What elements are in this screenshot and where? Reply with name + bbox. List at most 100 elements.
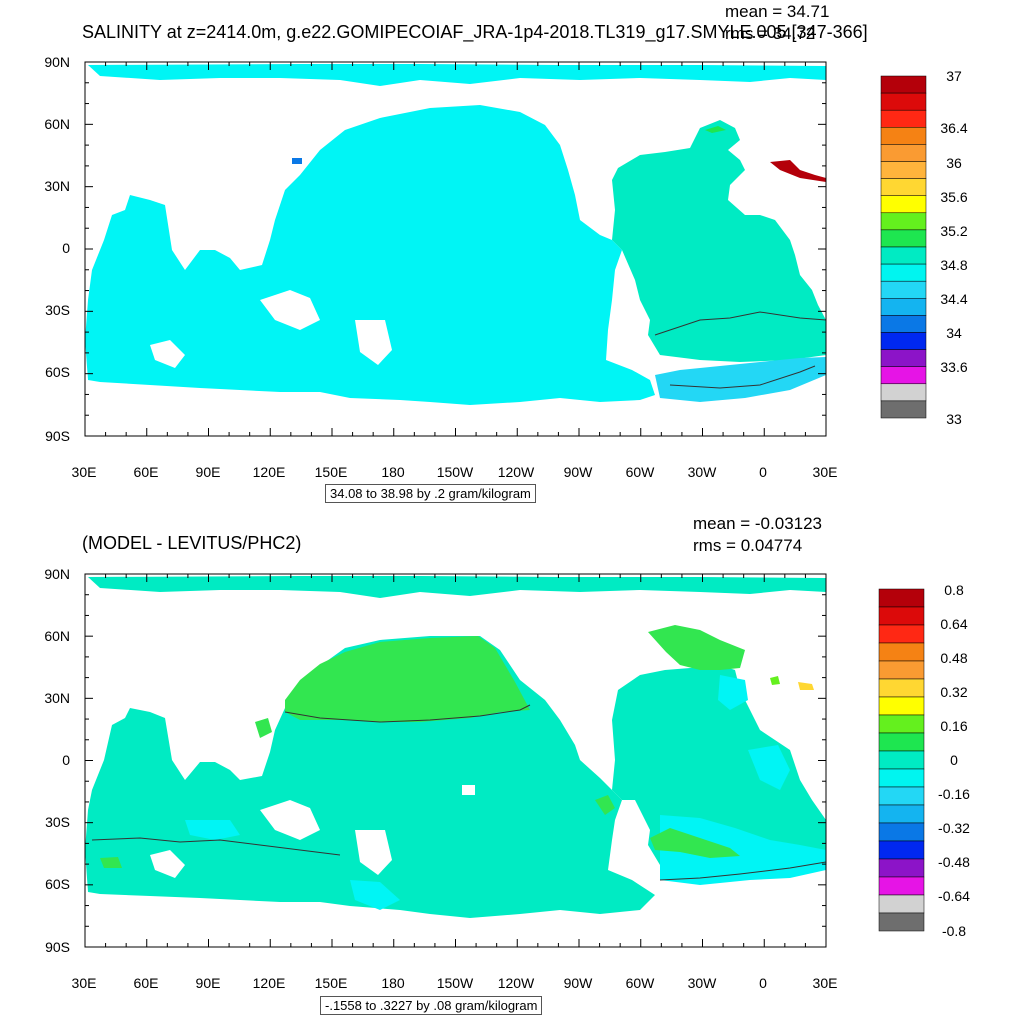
colorbar-swatch <box>878 894 925 914</box>
greenland-green <box>648 625 745 670</box>
p2-lat-30n: 30N <box>44 690 70 706</box>
colorbar-swatch <box>880 212 927 231</box>
p1-lat-60s: 60S <box>45 364 70 380</box>
colorbar-swatch <box>878 876 925 896</box>
p2-lon-11: 0 <box>759 975 767 991</box>
colorbar-swatch <box>878 588 925 608</box>
colorbar-swatch <box>880 109 927 128</box>
colorbar-swatch <box>880 332 927 350</box>
p1-cbar-label: 34.4 <box>940 291 968 307</box>
p2-lat-90n: 90N <box>44 566 70 582</box>
p1-cbar-label: 35.6 <box>940 189 968 205</box>
p2-lon-9: 60W <box>625 975 655 991</box>
p2-cbar-label: 0.64 <box>940 616 968 632</box>
panel-2-title: (MODEL - LEVITUS/PHC2) <box>82 533 302 553</box>
p2-cbar-label: -0.8 <box>941 923 967 939</box>
panel-1-colorbar <box>880 75 927 419</box>
colorbar-swatch <box>880 263 927 282</box>
p1-lat-0: 0 <box>62 240 70 256</box>
ocean-atlantic <box>612 120 826 362</box>
p2-lon-4: 150E <box>314 975 348 991</box>
ocean-south-atlantic-band <box>655 357 826 402</box>
panel-2-contour-info: -.1558 to .3227 by .08 gram/kilogram <box>320 996 543 1015</box>
colorbar-swatch <box>880 315 927 333</box>
colorbar-swatch <box>880 229 927 248</box>
p1-lat-90s: 90S <box>45 428 70 444</box>
colorbar-swatch <box>880 366 927 385</box>
colorbar-swatch <box>878 732 925 752</box>
ocean-diff-arctic <box>88 576 826 598</box>
p2-lon-2: 90E <box>195 975 221 991</box>
p2-lon-6: 150W <box>436 975 474 991</box>
p2-lat-0: 0 <box>62 752 70 768</box>
p1-lon-7: 120W <box>497 464 535 480</box>
p2-lon-1: 60E <box>133 975 159 991</box>
p2-lon-0: 30E <box>71 975 97 991</box>
colorbar-swatch <box>880 75 927 94</box>
p1-lon-0: 30E <box>71 464 97 480</box>
colorbar-swatch <box>880 298 927 316</box>
p2-lat-90s: 90S <box>45 939 70 955</box>
colorbar-swatch <box>878 660 925 680</box>
red-patch <box>770 160 826 182</box>
blue-patch <box>292 158 302 164</box>
panel-1-mean: mean = 34.71 <box>725 2 830 21</box>
p1-cbar-label: 36 <box>946 155 962 171</box>
colorbar-swatch <box>880 400 927 419</box>
p1-lon-3: 120E <box>252 464 286 480</box>
colorbar-swatch <box>878 678 925 698</box>
p2-lon-12: 30E <box>812 975 838 991</box>
p1-lon-2: 90E <box>195 464 221 480</box>
colorbar-swatch <box>880 178 927 196</box>
colorbar-swatch <box>878 822 925 842</box>
colorbar-swatch <box>880 349 927 367</box>
p1-cbar-label: 33 <box>946 411 962 427</box>
p2-lon-8: 90W <box>563 975 593 991</box>
colorbar-swatch <box>880 127 927 145</box>
p1-cbar-label: 37 <box>946 68 962 84</box>
colorbar-swatch <box>880 280 927 299</box>
p1-cbar-label: 36.4 <box>940 120 968 136</box>
panel-1-contour-info: 34.08 to 38.98 by .2 gram/kilogram <box>325 484 536 503</box>
p1-cbar-label: 35.2 <box>940 223 968 239</box>
p1-lon-8: 90W <box>563 464 593 480</box>
panel-1-map <box>85 62 826 436</box>
p2-cbar-label: 0 <box>950 752 958 768</box>
p2-cbar-label: -0.64 <box>938 888 970 904</box>
colorbar-swatch <box>878 750 925 770</box>
p1-lon-11: 0 <box>759 464 767 480</box>
panel-2-colorbar <box>878 588 925 932</box>
p2-cbar-label: -0.32 <box>938 820 970 836</box>
colorbar-swatch <box>878 912 925 932</box>
p2-lon-7: 120W <box>497 975 535 991</box>
p2-cbar-label: 0.8 <box>944 582 964 598</box>
colorbar-swatch <box>878 804 925 824</box>
p2-lon-3: 120E <box>252 975 286 991</box>
colorbar-swatch <box>878 606 925 626</box>
p1-lon-12: 30E <box>812 464 838 480</box>
ocean-arctic <box>88 64 826 86</box>
green-patch <box>705 126 726 133</box>
colorbar-swatch <box>878 624 925 644</box>
colorbar-swatch <box>878 696 925 716</box>
ocean-pacific-indian <box>85 105 655 405</box>
p2-lon-5: 180 <box>381 975 405 991</box>
colorbar-swatch <box>878 768 925 788</box>
p2-lat-30s: 30S <box>45 814 70 830</box>
p2-lat-60s: 60S <box>45 876 70 892</box>
p1-cbar-label: 34 <box>946 325 962 341</box>
panel-1-rms: rms = 34.72 <box>725 24 816 43</box>
panel-2-mean: mean = -0.03123 <box>693 514 823 533</box>
colorbar-swatch <box>878 840 925 860</box>
colorbar-swatch <box>878 642 925 662</box>
colorbar-swatch <box>878 714 925 734</box>
colorbar-swatch <box>880 246 927 265</box>
panel-2-map <box>85 574 826 947</box>
p1-lat-90n: 90N <box>44 54 70 70</box>
p1-lon-4: 150E <box>314 464 348 480</box>
p1-lat-30n: 30N <box>44 178 70 194</box>
p2-cbar-label: -0.48 <box>938 854 970 870</box>
colorbar-swatch <box>880 144 927 162</box>
p2-lat-60n: 60N <box>44 628 70 644</box>
